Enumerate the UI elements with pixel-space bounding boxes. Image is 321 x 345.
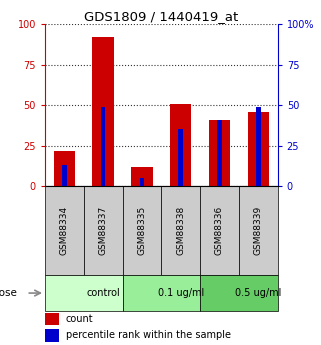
Bar	[140, 178, 144, 186]
Bar	[92, 37, 114, 186]
Text: percentile rank within the sample: percentile rank within the sample	[66, 331, 231, 341]
Bar	[84, 186, 123, 275]
Bar	[45, 186, 84, 275]
Bar	[178, 129, 183, 186]
Bar	[45, 275, 123, 311]
Bar	[200, 275, 278, 311]
Bar	[45, 329, 59, 342]
Text: GSM88337: GSM88337	[99, 206, 108, 255]
Bar	[101, 107, 105, 186]
Text: control: control	[86, 288, 120, 298]
Bar	[45, 313, 59, 325]
Bar	[62, 165, 67, 186]
Text: GSM88339: GSM88339	[254, 206, 263, 255]
Bar	[247, 112, 269, 186]
Text: dose: dose	[0, 288, 17, 298]
Bar	[123, 275, 200, 311]
Bar	[217, 120, 222, 186]
Text: GSM88336: GSM88336	[215, 206, 224, 255]
Bar	[239, 186, 278, 275]
Text: 0.5 ug/ml: 0.5 ug/ml	[235, 288, 282, 298]
Bar	[256, 107, 261, 186]
Text: count: count	[66, 314, 93, 324]
Title: GDS1809 / 1440419_at: GDS1809 / 1440419_at	[84, 10, 239, 23]
Bar	[170, 104, 191, 186]
Text: 0.1 ug/ml: 0.1 ug/ml	[158, 288, 204, 298]
Bar	[54, 150, 75, 186]
Bar	[200, 186, 239, 275]
Bar	[123, 186, 161, 275]
Bar	[209, 120, 230, 186]
Text: GSM88338: GSM88338	[176, 206, 185, 255]
Bar	[131, 167, 152, 186]
Text: GSM88334: GSM88334	[60, 206, 69, 255]
Bar	[161, 186, 200, 275]
Text: GSM88335: GSM88335	[137, 206, 146, 255]
